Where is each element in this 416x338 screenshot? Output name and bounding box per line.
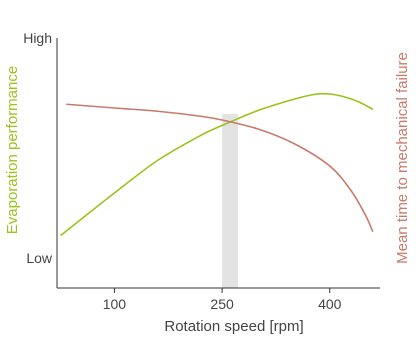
- x-axis-title: Rotation speed [rpm]: [164, 318, 303, 335]
- x-tick-label: 400: [318, 296, 342, 312]
- y-axis-left-title: Evaporation performance: [4, 66, 21, 234]
- x-tick-label: 250: [210, 296, 234, 312]
- series-line-mean-time-to-failure: [66, 103, 374, 233]
- y-axis-right-title: Mean time to mechanical failure: [394, 52, 411, 264]
- series-line-evaporation-performance: [60, 92, 374, 237]
- y-tick-label-low: Low: [26, 250, 53, 266]
- x-tick-label: 100: [103, 296, 127, 312]
- y-tick-label-high: High: [23, 30, 52, 46]
- highlight-band: [222, 114, 238, 288]
